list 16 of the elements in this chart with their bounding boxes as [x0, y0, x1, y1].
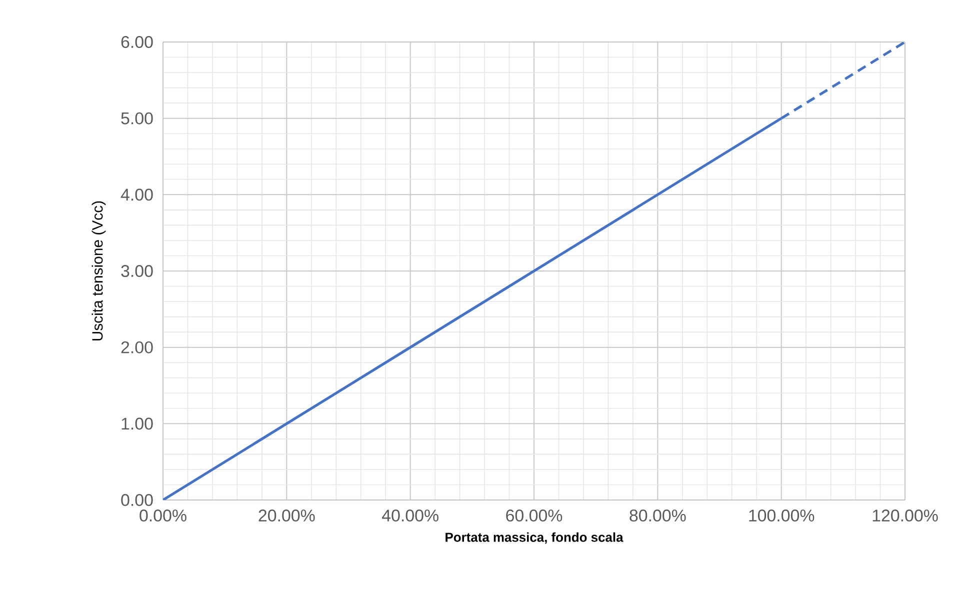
- x-tick-label: 20.00%: [258, 510, 315, 522]
- y-tick-label: 5.00: [121, 112, 153, 124]
- x-tick-label: 80.00%: [630, 510, 686, 522]
- y-tick-label: 0.00: [121, 494, 153, 506]
- y-tick-label: 6.00: [121, 36, 153, 48]
- y-tick-label: 2.00: [121, 341, 153, 354]
- y-tick-label: 1.00: [122, 418, 153, 430]
- x-tick-label: 120.00%: [872, 510, 938, 522]
- x-tick-label: 40.00%: [382, 510, 438, 522]
- x-tick-label: 0.00%: [140, 510, 186, 522]
- x-tick-label: 100.00%: [749, 510, 814, 522]
- y-tick-label: 3.00: [121, 265, 153, 277]
- y-tick-label: 4.00: [120, 188, 153, 201]
- x-axis-title: Portata massica, fondo scala: [446, 532, 624, 544]
- y-axis-title: Uscita tensione (Vcc): [92, 201, 106, 340]
- x-tick-label: 60.00%: [506, 510, 562, 522]
